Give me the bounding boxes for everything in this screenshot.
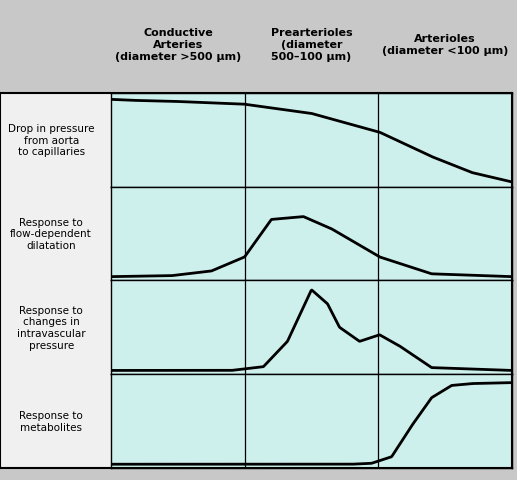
Text: Arterioles
(diameter <100 μm): Arterioles (diameter <100 μm) [382,34,508,56]
Text: Response to
flow-dependent
dilatation: Response to flow-dependent dilatation [10,217,92,251]
Text: Drop in pressure
from aorta
to capillaries: Drop in pressure from aorta to capillari… [8,124,95,157]
Text: Conductive
Arteries
(diameter >500 μm): Conductive Arteries (diameter >500 μm) [115,28,241,61]
Text: Response to
changes in
intravascular
pressure: Response to changes in intravascular pre… [17,305,85,350]
Text: Prearterioles
(diameter
500–100 μm): Prearterioles (diameter 500–100 μm) [271,28,352,61]
Text: Response to
metabolites: Response to metabolites [19,410,83,432]
